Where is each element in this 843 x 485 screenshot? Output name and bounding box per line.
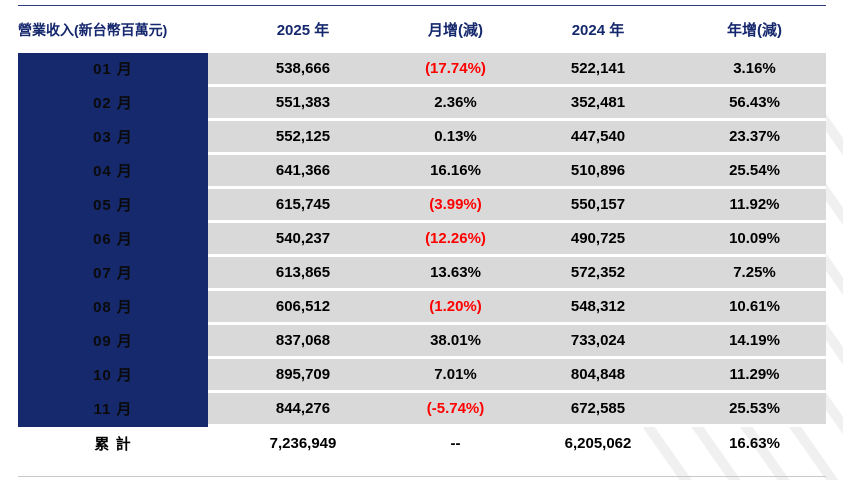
yoy-value: 25.53% <box>683 393 826 427</box>
mom-value: 38.01% <box>398 325 513 359</box>
mom-value: (-5.74%) <box>398 393 513 427</box>
value-2025: 895,709 <box>208 359 398 393</box>
table-row: 10 月 895,709 7.01% 804,848 11.29% <box>18 359 826 393</box>
col-header-2024: 2024 年 <box>571 22 625 39</box>
value-2025: 837,068 <box>208 325 398 359</box>
value-2024: 522,141 <box>513 53 683 87</box>
yoy-value: 14.19% <box>683 325 826 359</box>
month-label: 08 月 <box>18 291 208 325</box>
value-2024: 672,585 <box>513 393 683 427</box>
table-row: 06 月 540,237 (12.26%) 490,725 10.09% <box>18 223 826 257</box>
value-2025: 551,383 <box>208 87 398 121</box>
value-2025: 615,745 <box>208 189 398 223</box>
yoy-value: 23.37% <box>683 121 826 155</box>
table-row: 03 月 552,125 0.13% 447,540 23.37% <box>18 121 826 155</box>
table-row: 04 月 641,366 16.16% 510,896 25.54% <box>18 155 826 189</box>
month-label: 01 月 <box>18 53 208 87</box>
month-label: 02 月 <box>18 87 208 121</box>
value-2025: 641,366 <box>208 155 398 189</box>
month-label: 03 月 <box>18 121 208 155</box>
table-row: 07 月 613,865 13.63% 572,352 7.25% <box>18 257 826 291</box>
bottom-divider <box>18 476 826 477</box>
total-2025-value: 7,236,949 <box>269 435 337 452</box>
mom-value: 2.36% <box>398 87 513 121</box>
table-row: 08 月 606,512 (1.20%) 548,312 10.61% <box>18 291 826 325</box>
revenue-unit-header: 營業收入(新台幣百萬元) <box>18 21 168 38</box>
mom-value: (12.26%) <box>398 223 513 257</box>
mom-value: (3.99%) <box>398 189 513 223</box>
table-row: 05 月 615,745 (3.99%) 550,157 11.92% <box>18 189 826 223</box>
yoy-value: 10.09% <box>683 223 826 257</box>
col-header-2025: 2025 年 <box>276 22 330 39</box>
value-2025: 613,865 <box>208 257 398 291</box>
total-mom-value: -- <box>450 435 461 452</box>
month-label: 04 月 <box>18 155 208 189</box>
top-divider <box>18 5 826 6</box>
value-2024: 510,896 <box>513 155 683 189</box>
total-row: 累 計 7,236,949 -- 6,205,062 16.63% <box>18 427 826 460</box>
value-2025: 606,512 <box>208 291 398 325</box>
yoy-value: 11.29% <box>683 359 826 393</box>
mom-value: (1.20%) <box>398 291 513 325</box>
value-2024: 550,157 <box>513 189 683 223</box>
table-row: 09 月 837,068 38.01% 733,024 14.19% <box>18 325 826 359</box>
value-2024: 804,848 <box>513 359 683 393</box>
month-label: 11 月 <box>18 393 208 427</box>
value-2024: 548,312 <box>513 291 683 325</box>
month-label: 05 月 <box>18 189 208 223</box>
yoy-value: 11.92% <box>683 189 826 223</box>
month-label: 10 月 <box>18 359 208 393</box>
value-2025: 552,125 <box>208 121 398 155</box>
value-2024: 572,352 <box>513 257 683 291</box>
mom-value: 16.16% <box>398 155 513 189</box>
table-header: 營業收入(新台幣百萬元) 2025 年 月增(減) 2024 年 年增(減) <box>18 6 826 53</box>
value-2024: 733,024 <box>513 325 683 359</box>
total-2024-value: 6,205,062 <box>564 435 632 452</box>
mom-value: 7.01% <box>398 359 513 393</box>
mom-value: 13.63% <box>398 257 513 291</box>
table-row: 02 月 551,383 2.36% 352,481 56.43% <box>18 87 826 121</box>
yoy-value: 3.16% <box>683 53 826 87</box>
yoy-value: 10.61% <box>683 291 826 325</box>
yoy-value: 25.54% <box>683 155 826 189</box>
total-label: 累 計 <box>94 436 132 453</box>
value-2024: 352,481 <box>513 87 683 121</box>
month-label: 06 月 <box>18 223 208 257</box>
value-2025: 538,666 <box>208 53 398 87</box>
total-yoy-value: 16.63% <box>729 435 780 452</box>
month-label: 07 月 <box>18 257 208 291</box>
value-2025: 540,237 <box>208 223 398 257</box>
table-row: 11 月 844,276 (-5.74%) 672,585 25.53% <box>18 393 826 427</box>
col-header-yoy: 年增(減) <box>727 22 782 39</box>
value-2024: 447,540 <box>513 121 683 155</box>
yoy-value: 7.25% <box>683 257 826 291</box>
mom-value: 0.13% <box>398 121 513 155</box>
value-2025: 844,276 <box>208 393 398 427</box>
table-row: 01 月 538,666 (17.74%) 522,141 3.16% <box>18 53 826 87</box>
month-label: 09 月 <box>18 325 208 359</box>
mom-value: (17.74%) <box>398 53 513 87</box>
col-header-mom: 月增(減) <box>428 22 483 39</box>
yoy-value: 56.43% <box>683 87 826 121</box>
value-2024: 490,725 <box>513 223 683 257</box>
table-container: 營業收入(新台幣百萬元) 2025 年 月增(減) 2024 年 年增(減) 0… <box>0 5 843 477</box>
